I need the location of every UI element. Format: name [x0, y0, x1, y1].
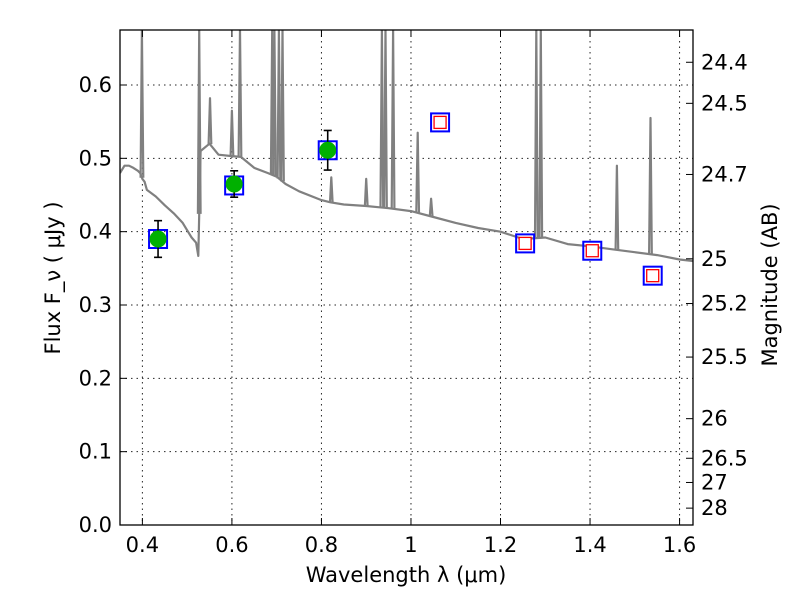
emission-line — [648, 116, 653, 255]
emission-line — [383, 30, 388, 208]
x-tick-label: 0.8 — [305, 533, 338, 557]
x-tick-label: 0.6 — [215, 533, 248, 557]
right-tick-label: 24.7 — [701, 162, 748, 186]
y-tick-label: 0.0 — [79, 513, 112, 537]
y-tick-label: 0.5 — [79, 146, 112, 170]
right-tick-label: 24.4 — [701, 50, 748, 74]
y-tick-label: 0.3 — [79, 293, 112, 317]
y-tick-label: 0.1 — [79, 440, 112, 464]
model-spectrum — [120, 30, 693, 263]
model-square — [430, 112, 451, 133]
emission-line — [139, 30, 145, 178]
emission-line — [229, 109, 235, 157]
observed-point — [225, 175, 243, 193]
plot-frame — [119, 29, 694, 526]
emission-line — [379, 30, 385, 208]
emission-line — [428, 197, 434, 217]
upper-limit-square — [433, 115, 447, 130]
right-axis-label: Magnitude (AB) — [758, 203, 782, 366]
emission-line — [276, 30, 282, 179]
x-axis-label: Wavelength λ (μm) — [306, 563, 507, 587]
right-tick-label: 27 — [701, 470, 728, 494]
upper-limit-square — [585, 244, 599, 258]
right-tick-label: 25 — [701, 247, 728, 271]
emission-line — [390, 30, 396, 209]
emission-line — [237, 30, 243, 157]
model-square — [582, 240, 603, 261]
y-tick-label: 0.4 — [79, 220, 112, 244]
x-tick-label: 0.4 — [126, 533, 159, 557]
observed-point — [319, 141, 337, 159]
model-square — [642, 265, 663, 286]
axis-ticks: 0.4 0.6 0.8 1 1.2 1.4 1.6 0.0 0.1 0.2 0.3 0.4 0.5 0.6… — [79, 30, 748, 557]
emission-line — [363, 177, 369, 207]
emission-line — [538, 30, 544, 238]
emission-line — [328, 176, 334, 203]
emission-line — [196, 30, 202, 214]
x-tick-label: 1.2 — [484, 533, 517, 557]
y-tick-label: 0.2 — [79, 366, 112, 390]
upper-limit-square — [646, 269, 660, 283]
spectrum-continuum — [120, 142, 693, 263]
upper-limit-square — [518, 236, 532, 251]
model-square — [515, 233, 536, 254]
x-tick-label: 1.6 — [663, 533, 696, 557]
right-tick-label: 25.5 — [701, 345, 748, 369]
x-tick-label: 1.4 — [573, 533, 606, 557]
right-tick-label: 25.2 — [701, 292, 748, 316]
observed-point — [149, 230, 167, 248]
emission-line — [280, 30, 285, 182]
right-tick-label: 26.5 — [701, 446, 748, 470]
emission-line — [272, 30, 277, 176]
emission-line — [614, 164, 620, 250]
grid — [120, 30, 693, 525]
photometry-points — [148, 112, 663, 286]
right-tick-label: 24.5 — [701, 91, 748, 115]
emission-line — [533, 30, 539, 239]
emission-line — [415, 131, 421, 213]
right-tick-label: 26 — [701, 407, 728, 431]
y-axis-label: Flux F_ν ( μJy ) — [41, 201, 66, 354]
y-tick-label: 0.6 — [79, 73, 112, 97]
x-tick-label: 1 — [404, 533, 417, 557]
right-tick-label: 28 — [701, 496, 728, 520]
emission-line — [207, 97, 213, 145]
